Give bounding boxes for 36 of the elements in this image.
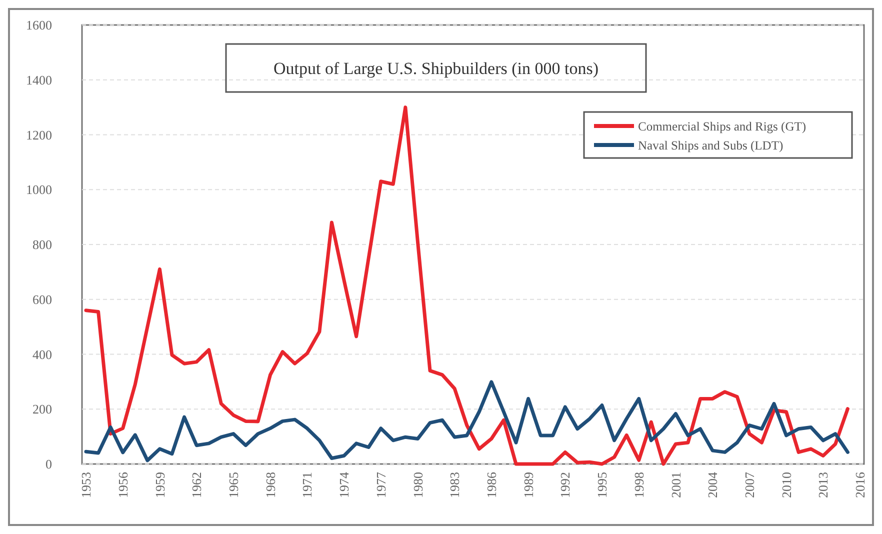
x-tick-label: 1992 bbox=[558, 472, 573, 498]
y-tick-label: 1600 bbox=[26, 18, 52, 33]
x-tick-label: 1962 bbox=[189, 472, 204, 498]
x-tick-label: 2001 bbox=[668, 472, 684, 498]
x-tick-label: 1965 bbox=[226, 472, 241, 498]
x-tick-label: 1971 bbox=[300, 472, 315, 498]
x-tick-label: 1995 bbox=[594, 472, 610, 498]
text: Output of Large U.S. Shipbuilders (in 000 tons) bbox=[273, 58, 599, 78]
x-tick-label: 1986 bbox=[484, 472, 499, 498]
x-tick-label: 2016 bbox=[852, 472, 868, 498]
y-tick-label: 800 bbox=[32, 237, 52, 252]
x-tick-label: 1977 bbox=[373, 472, 388, 498]
line-series bbox=[84, 380, 850, 462]
x-tick-label: 1998 bbox=[631, 472, 646, 498]
x-tick-label: 1974 bbox=[336, 472, 352, 498]
line-series bbox=[84, 106, 850, 466]
x-tick-label: 2004 bbox=[705, 472, 720, 498]
x-tick-label: 1968 bbox=[262, 472, 278, 498]
x-tick-label: 1953 bbox=[78, 472, 94, 498]
x-tick-label: 1980 bbox=[410, 472, 426, 498]
y-tick-label: 400 bbox=[32, 346, 52, 362]
x-tick-label: 1989 bbox=[520, 472, 536, 498]
y-tick-label: 0 bbox=[46, 456, 52, 472]
x-tick-label: 1959 bbox=[152, 472, 168, 498]
y-tick-label: 1200 bbox=[26, 127, 52, 142]
x-tick-label: 1956 bbox=[115, 472, 130, 498]
y-tick-label: 1000 bbox=[26, 182, 52, 198]
x-tick-label: 2007 bbox=[742, 472, 757, 498]
x-tick-label: 2013 bbox=[816, 472, 831, 498]
y-tick-label: 1400 bbox=[26, 72, 52, 88]
y-tick-label: 200 bbox=[32, 402, 52, 417]
y-tick-label: 600 bbox=[32, 292, 52, 307]
legend-label: Commercial Ships and Rigs (GT) bbox=[638, 119, 806, 134]
x-tick-label: 1983 bbox=[447, 472, 462, 498]
legend-label: Naval Ships and Subs (LDT) bbox=[638, 138, 784, 152]
x-tick-label: 2010 bbox=[778, 472, 794, 498]
